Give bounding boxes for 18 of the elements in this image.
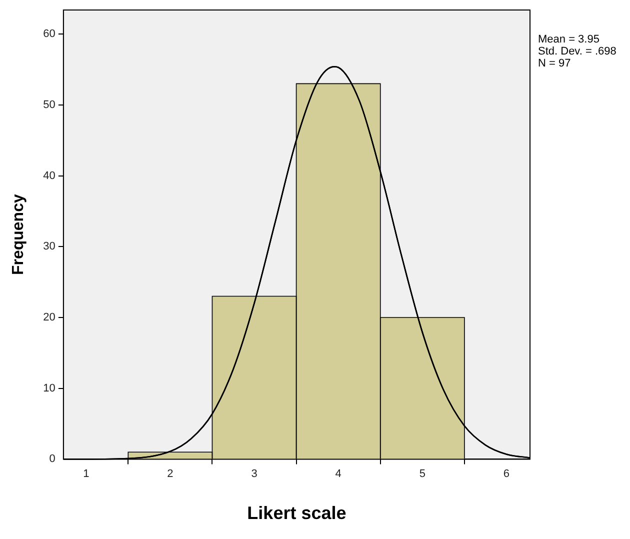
y-tick-label: 0 xyxy=(49,453,56,466)
y-tick-label: 30 xyxy=(43,240,56,253)
x-tick-label: 6 xyxy=(503,468,510,480)
x-tick-label: 4 xyxy=(335,468,342,480)
x-tick-label: 5 xyxy=(419,468,426,480)
text: Std. Dev. = .698 xyxy=(538,46,616,58)
text: Mean = 3.95 xyxy=(538,34,600,46)
y-tick-label: 20 xyxy=(43,312,56,324)
y-axis-title: Frequency xyxy=(10,194,28,276)
y-tick-label: 10 xyxy=(43,382,56,394)
text: N = 97 xyxy=(538,58,571,70)
x-tick-label: 2 xyxy=(167,468,174,480)
x-axis-title: Likert scale xyxy=(247,503,346,524)
y-tick-label: 40 xyxy=(43,170,56,182)
x-tick-label: 3 xyxy=(251,468,258,480)
y-tick-label: 60 xyxy=(43,28,56,40)
x-tick-label: 1 xyxy=(83,468,90,480)
y-tick-label: 50 xyxy=(43,98,56,111)
